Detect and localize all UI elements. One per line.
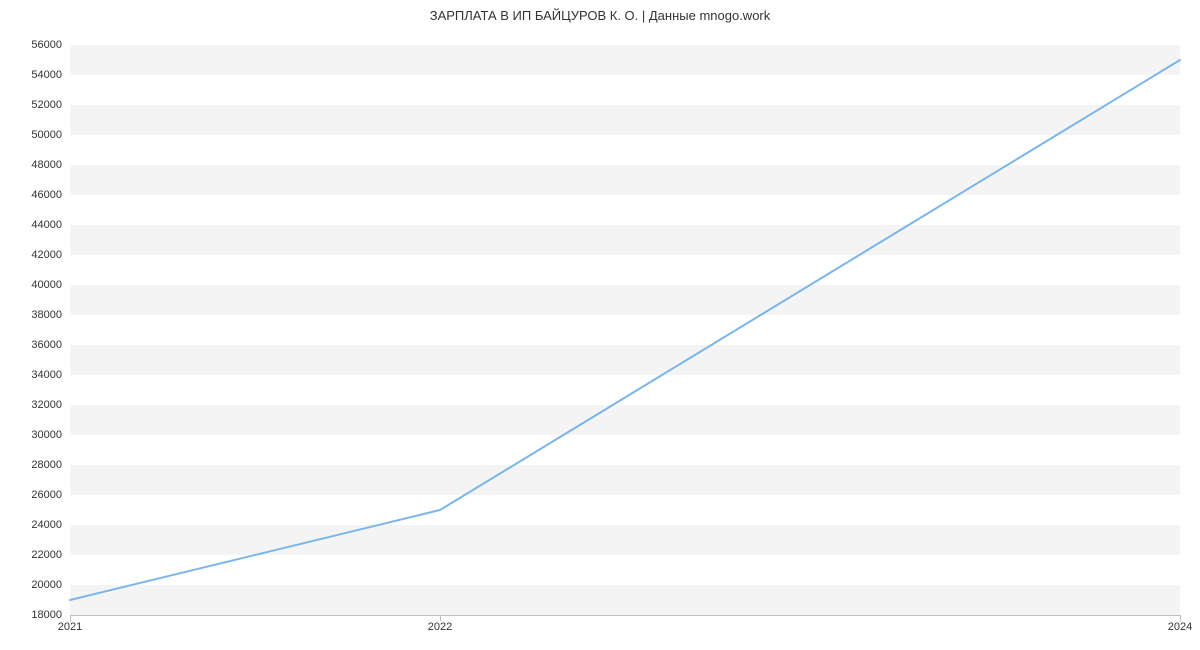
y-tick-label: 18000 (31, 609, 62, 621)
y-tick-label: 40000 (31, 279, 62, 291)
y-tick-label: 56000 (31, 39, 62, 51)
y-tick-label: 34000 (31, 369, 62, 381)
y-tick-label: 36000 (31, 339, 62, 351)
y-tick-label: 32000 (31, 399, 62, 411)
y-tick-label: 26000 (31, 489, 62, 501)
y-tick-label: 28000 (31, 459, 62, 471)
y-tick-label: 52000 (31, 99, 62, 111)
y-tick-label: 44000 (31, 219, 62, 231)
series-line-salary (70, 60, 1180, 600)
chart-title: ЗАРПЛАТА В ИП БАЙЦУРОВ К. О. | Данные mn… (0, 8, 1200, 23)
line-layer (70, 45, 1180, 615)
y-tick-label: 50000 (31, 129, 62, 141)
y-tick-label: 30000 (31, 429, 62, 441)
x-tick-label: 2024 (1168, 621, 1192, 633)
y-tick-label: 22000 (31, 549, 62, 561)
x-tick-mark (1180, 615, 1181, 621)
y-tick-label: 46000 (31, 189, 62, 201)
x-tick-label: 2021 (58, 621, 82, 633)
y-tick-label: 24000 (31, 519, 62, 531)
salary-line-chart: ЗАРПЛАТА В ИП БАЙЦУРОВ К. О. | Данные mn… (0, 0, 1200, 650)
y-tick-label: 42000 (31, 249, 62, 261)
x-tick-mark (70, 615, 71, 621)
y-tick-label: 38000 (31, 309, 62, 321)
x-tick-label: 2022 (428, 621, 452, 633)
plot-area: 1800020000220002400026000280003000032000… (70, 45, 1180, 615)
x-axis-line (70, 615, 1180, 616)
x-tick-mark (440, 615, 441, 621)
y-tick-label: 20000 (31, 579, 62, 591)
y-tick-label: 48000 (31, 159, 62, 171)
y-tick-label: 54000 (31, 69, 62, 81)
